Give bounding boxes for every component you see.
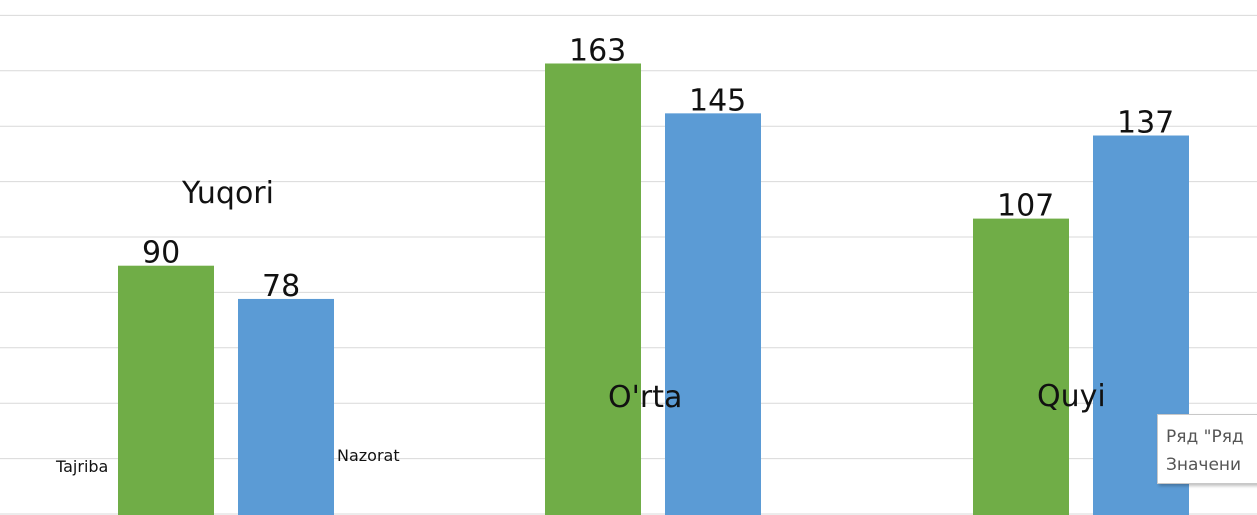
category-label: Yuqori [181,176,274,211]
series-name-label: Nazorat [337,446,400,465]
category-label: O'rta [608,380,682,415]
series-tooltip: Ряд "Ряд Значени [1157,414,1257,484]
labels: 90 163 107 78 145 137 Yuqori O'rta Quyi Tajriba Na… [55,33,1174,476]
tooltip-line-2: Значени [1166,455,1242,475]
data-label: 163 [569,33,626,68]
data-label: 90 [142,236,180,271]
bars [118,63,1189,515]
bar-tajriba-1 [545,63,641,515]
bar-tajriba-2 [973,218,1069,515]
bar-nazorat-0 [238,298,334,515]
series-name-label: Tajriba [55,457,108,476]
bar-tajriba-0 [118,265,214,515]
data-label: 137 [1117,106,1174,141]
bar-nazorat-1 [665,113,761,515]
data-label: 107 [997,189,1054,224]
tooltip-line-1: Ряд "Ряд [1166,427,1244,447]
data-label: 78 [262,269,300,304]
data-label: 145 [689,83,746,118]
category-label: Quyi [1037,379,1106,414]
